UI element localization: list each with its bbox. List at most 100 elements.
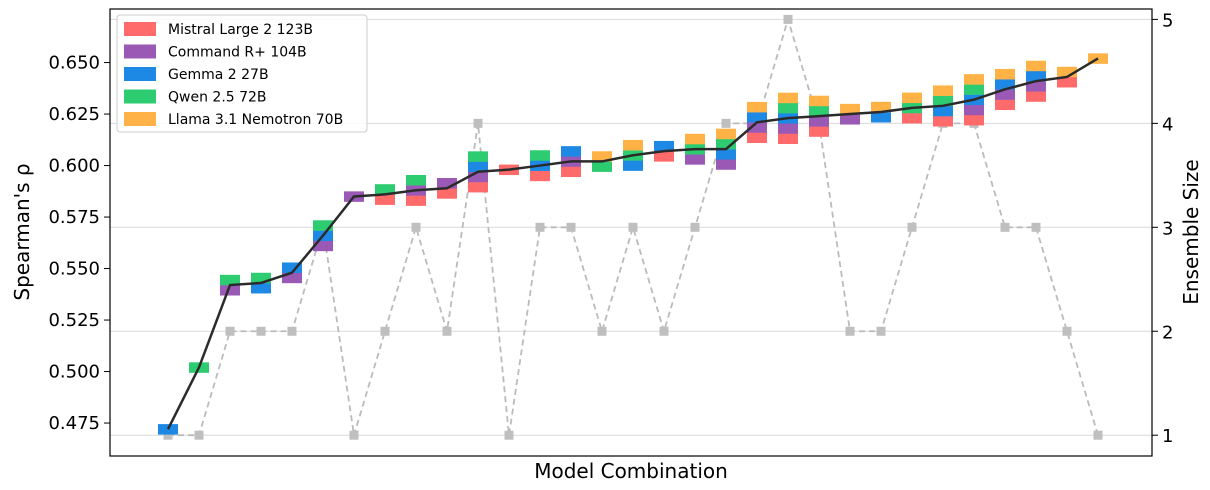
ensemble-size-marker — [628, 222, 638, 232]
bar-segment — [716, 138, 736, 150]
ensemble-size-marker — [721, 118, 731, 128]
ensemble-size-marker — [535, 222, 545, 232]
y-tick-label: 0.600 — [48, 156, 100, 177]
ensemble-size-marker — [876, 326, 886, 336]
bar-segment — [437, 188, 457, 199]
bar-segment — [778, 92, 798, 104]
y-tick-label: 0.500 — [48, 362, 100, 383]
ensemble-size-marker — [442, 326, 452, 336]
bar-segment — [1026, 91, 1046, 102]
bar-segment — [995, 79, 1015, 90]
bar-segment — [933, 105, 953, 117]
bar-segment — [158, 424, 178, 435]
ensemble-size-marker — [907, 222, 917, 232]
ensemble-size-marker — [380, 326, 390, 336]
bar-segment — [716, 159, 736, 170]
bar-segment — [282, 272, 302, 284]
bar-segment — [995, 89, 1015, 100]
legend-swatch — [124, 67, 156, 81]
y-axis-title: Spearman's ρ — [10, 163, 34, 300]
ensemble-size-marker — [1031, 222, 1041, 232]
bar-segment — [468, 171, 488, 183]
ensemble-size-marker — [411, 222, 421, 232]
bar-segment — [902, 92, 922, 104]
bar-segment — [375, 184, 395, 195]
y-tick-label: 0.575 — [48, 207, 100, 228]
bar-segment — [313, 220, 333, 231]
bar-segment — [623, 139, 643, 151]
bar-segment — [220, 285, 240, 296]
y-tick-label: 0.475 — [48, 413, 100, 434]
bar-segment — [530, 170, 550, 182]
legend-swatch — [124, 89, 156, 104]
y2-tick-label: 3 — [1162, 218, 1173, 239]
bar-segment — [809, 105, 829, 117]
legend-label: Llama 3.1 Nemotron 70B — [168, 112, 343, 128]
spearman-line-layer — [166, 57, 1099, 430]
bar-segment — [809, 116, 829, 127]
right-axis: 1 2 3 4 5 — [1152, 10, 1173, 447]
bar-segment — [1026, 81, 1046, 92]
bar-segment — [251, 272, 271, 284]
ensemble-size-marker — [349, 430, 359, 440]
y-tick-label: 0.650 — [48, 53, 100, 74]
ensemble-size-marker — [504, 430, 514, 440]
bar-segment — [716, 128, 736, 140]
bar-segment — [964, 114, 984, 126]
bar-segment — [561, 146, 581, 157]
ensemble-size-marker — [473, 118, 483, 128]
bar-segment — [1026, 60, 1046, 72]
y2-axis-title: Ensemble Size — [1179, 159, 1203, 305]
bar-segment — [778, 133, 798, 144]
y-tick-label: 0.550 — [48, 259, 100, 280]
bar-segment — [995, 68, 1015, 80]
bar-segment — [654, 140, 674, 152]
bar-segment — [809, 126, 829, 137]
bar-segment — [654, 151, 674, 162]
spearman-line — [166, 57, 1099, 430]
ensemble-size-marker — [659, 326, 669, 336]
bar-segment — [685, 154, 705, 165]
legend-swatch — [124, 44, 156, 59]
ensemble-size-marker — [690, 222, 700, 232]
bar-segment — [592, 151, 612, 162]
legend-label: Qwen 2.5 72B — [168, 90, 267, 106]
ensemble-size-marker — [225, 326, 235, 336]
bar-segment — [747, 132, 767, 143]
bar-segment — [468, 151, 488, 162]
bar-segment — [375, 194, 395, 205]
bar-segment — [220, 274, 240, 286]
bar-segment — [902, 112, 922, 124]
left-axis: 0.475 0.500 0.525 0.550 0.575 0.600 0.625 0.650 — [48, 53, 110, 434]
bar-segment — [1057, 76, 1077, 88]
bar-segment — [747, 101, 767, 113]
bar-segment — [995, 99, 1015, 111]
legend-label: Gemma 2 27B — [168, 67, 269, 83]
bar-segment — [933, 85, 953, 96]
bar-segment — [964, 84, 984, 95]
bar-segment — [313, 240, 333, 252]
bar-segment — [1026, 70, 1046, 82]
legend-swatch — [124, 112, 156, 126]
plot-frame — [109, 8, 1153, 457]
legend-frame — [116, 14, 368, 133]
bar-segment — [747, 122, 767, 133]
bar-segment — [406, 174, 426, 186]
ensemble-size-marker — [597, 326, 607, 336]
y-tick-label: 0.625 — [48, 104, 100, 125]
legend-label: Mistral Large 2 123B — [168, 22, 313, 38]
ensemble-size-marker — [1062, 326, 1072, 336]
bar-segment — [840, 114, 860, 125]
ensemble-size-marker — [1093, 430, 1103, 440]
x-axis-title: Model Combination — [534, 459, 728, 483]
bar-segment — [871, 101, 891, 113]
bar-segment — [747, 112, 767, 123]
legend-label: Command R+ 104B — [168, 45, 307, 61]
bar-segment — [871, 111, 891, 123]
y2-tick-label: 2 — [1162, 322, 1173, 343]
y2-tick-label: 1 — [1162, 426, 1173, 447]
y2-tick-label: 4 — [1162, 114, 1173, 135]
ensemble-size-marker — [256, 326, 266, 336]
